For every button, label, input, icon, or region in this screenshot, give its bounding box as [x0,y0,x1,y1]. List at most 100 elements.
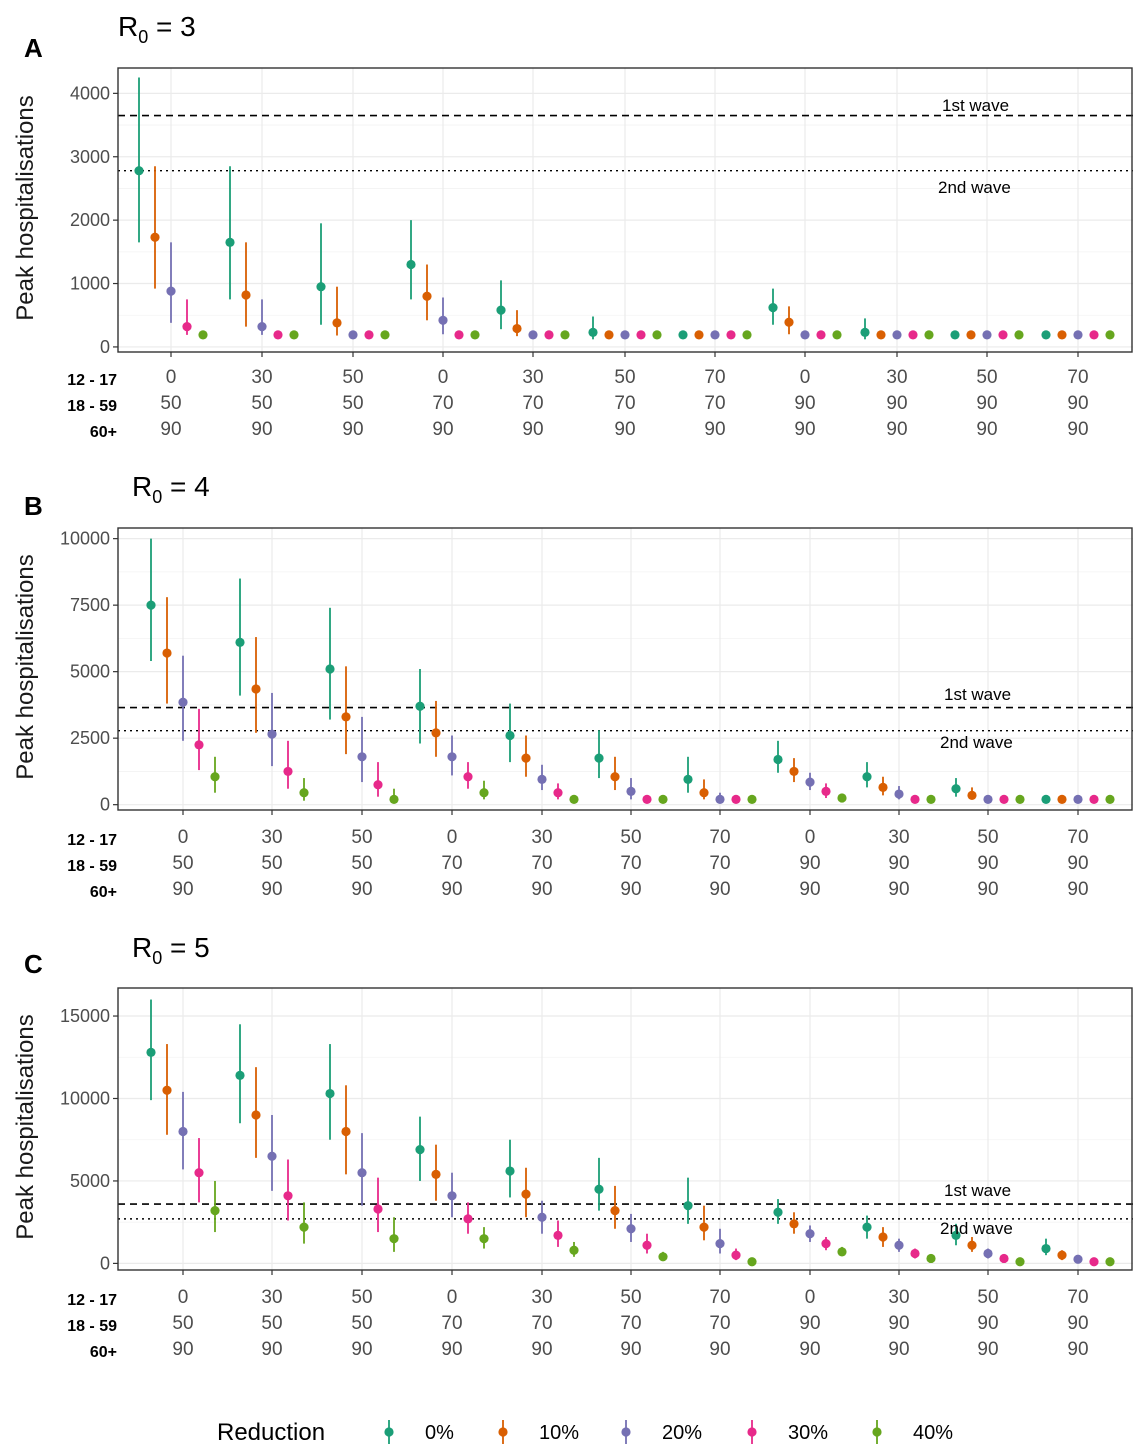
first-wave-label: 1st wave [942,96,1009,115]
x-tick-label: 50 [620,827,641,848]
data-point [357,752,367,762]
x-tick-label: 30 [531,1287,552,1308]
x-tick-label: 90 [432,419,453,440]
x-tick-label: 50 [172,853,193,874]
data-point [521,1189,531,1199]
data-point [341,1126,351,1137]
age-group-label: 12 - 17 [67,372,117,389]
data-point [194,1168,204,1178]
x-tick-label: 0 [178,827,189,848]
x-tick-label: 30 [888,1287,909,1308]
data-point [1073,1254,1083,1264]
data-point [837,1247,847,1257]
x-tick-label: 50 [977,827,998,848]
data-point [731,794,741,804]
x-tick-label: 90 [976,419,997,440]
data-point [894,1240,904,1250]
data-point [747,1257,757,1267]
data-point [626,1224,636,1234]
x-tick-label: 90 [794,419,815,440]
data-point [569,1245,579,1255]
panel-title-rest: = 5 [162,932,209,963]
data-point [789,766,799,777]
data-point [470,330,480,340]
data-point [789,1219,799,1229]
data-point [773,754,783,765]
data-point [415,701,425,711]
data-point [892,330,902,340]
x-tick-label: 50 [342,393,363,414]
data-point [837,793,847,803]
x-tick-label: 70 [522,393,543,414]
data-point [447,752,457,762]
data-point [283,1191,293,1201]
x-tick-label: 0 [447,1287,458,1308]
data-point [373,780,383,790]
data-point [198,330,208,340]
x-tick-label: 50 [976,367,997,388]
grid [118,528,1133,810]
panel-title-subscript: 0 [152,948,162,968]
x-tick-label: 90 [261,1339,282,1360]
x-tick-label: 50 [261,1313,282,1334]
x-tick-label: 0 [447,827,458,848]
x-tick-label: 90 [977,879,998,900]
data-point [951,784,961,794]
x-tick-label: 90 [614,419,635,440]
legend-label: 40% [913,1422,953,1444]
x-tick-label: 90 [976,393,997,414]
data-point [150,232,160,242]
age-group-label: 60+ [90,1344,117,1361]
x-tick-label: 90 [886,393,907,414]
data-point [594,1184,604,1194]
data-point [588,327,598,337]
legend-label: 20% [662,1422,702,1444]
x-tick-label: 70 [709,827,730,848]
data-point [1057,794,1067,804]
first-wave-label: 1st wave [944,685,1011,704]
y-tick-label: 0 [100,795,110,815]
data-point [876,330,886,340]
series-0pct [146,538,1051,804]
data-point [982,330,992,340]
data-point [505,1166,515,1176]
legend-label: 30% [788,1422,828,1444]
x-tick-label: 30 [251,367,272,388]
x-tick-label: 70 [709,1287,730,1308]
data-point [683,1201,693,1211]
x-tick-label: 50 [620,1287,641,1308]
panel-border [117,987,1133,1271]
panel-title-base: R [118,11,138,42]
x-tick-label: 50 [351,1287,372,1308]
x-tick-label: 90 [709,1339,730,1360]
data-point [454,330,464,340]
data-point [241,290,251,300]
legend-label: 0% [425,1422,454,1444]
second-wave-label: 2nd wave [940,1219,1013,1238]
data-point [604,330,614,340]
x-tick-label: 90 [342,419,363,440]
legend-label: 10% [539,1422,579,1444]
legend-key-point [747,1427,757,1437]
panel-title-base: R [132,471,152,502]
x-tick-label: 50 [351,1313,372,1334]
x-tick-label: 0 [800,367,811,388]
data-point [784,317,794,327]
data-point [299,788,309,798]
data-point [146,1047,156,1057]
x-tick-label: 50 [614,367,635,388]
x-tick-label: 0 [178,1287,189,1308]
data-point [357,1168,367,1178]
data-point [389,794,399,804]
panel-title: R0 = 3 [118,11,196,47]
series-10pct [162,1044,1067,1261]
data-point [1014,330,1024,340]
data-point [251,684,261,694]
x-tick-label: 70 [704,393,725,414]
data-point [537,1212,547,1222]
data-point [257,322,267,332]
data-point [210,1206,220,1216]
y-tick-label: 2500 [70,728,110,748]
